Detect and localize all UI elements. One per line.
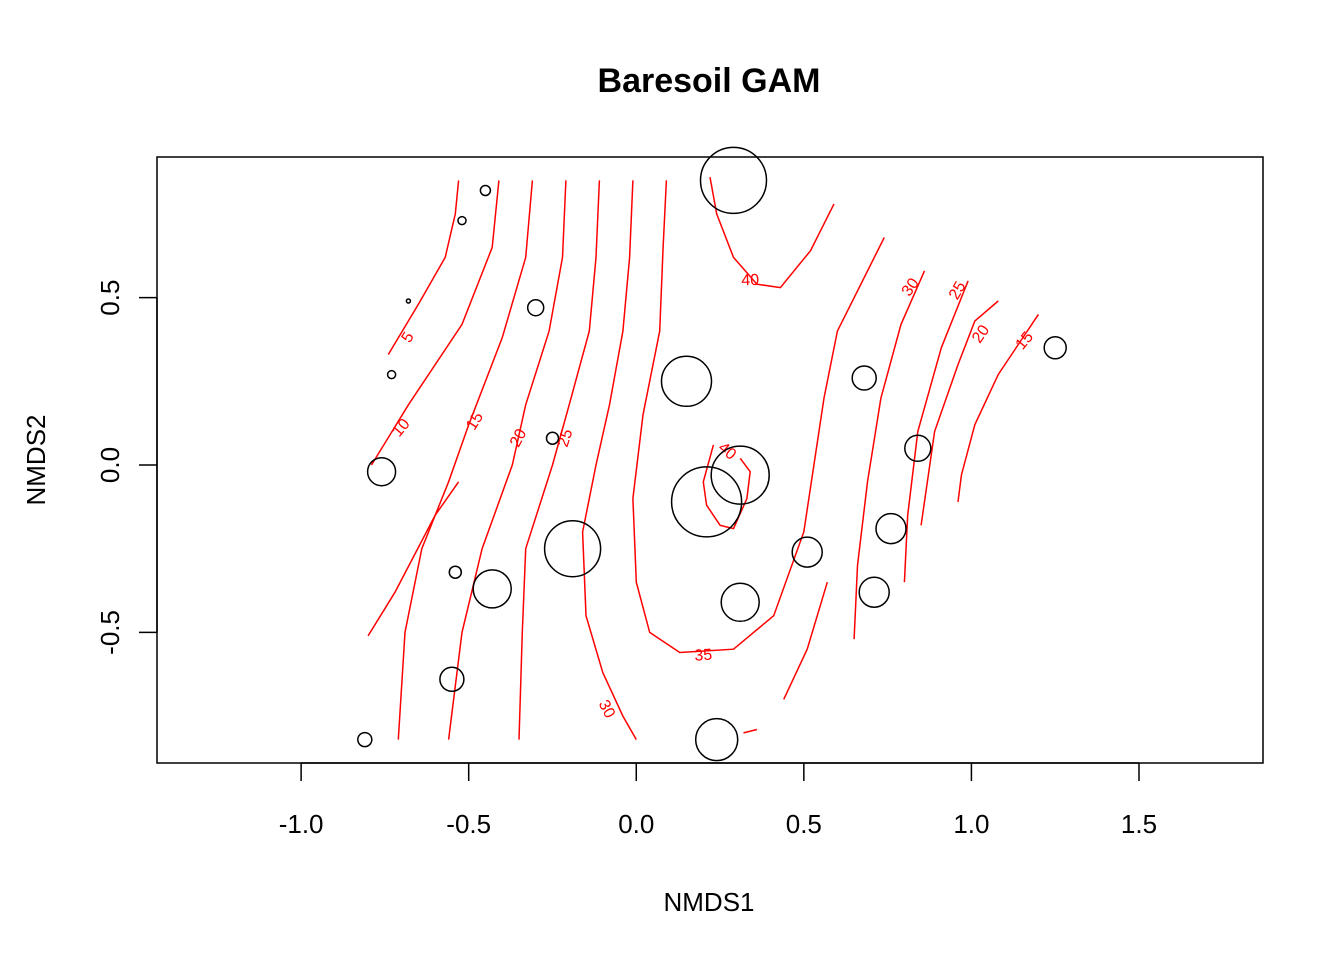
x-tick-label: 0.5	[786, 809, 822, 839]
x-axis-label: NMDS1	[663, 887, 754, 917]
contour-line-15	[957, 313, 1040, 502]
site-point	[699, 146, 768, 215]
site-point	[366, 456, 397, 487]
y-tick-label: 0.0	[95, 447, 125, 483]
contour-label-15: 15	[463, 409, 487, 433]
contour-line-35	[783, 581, 829, 700]
x-tick-label: -0.5	[446, 809, 491, 839]
contour-line-25	[903, 280, 969, 583]
contour-label-20: 20	[507, 426, 530, 450]
site-point	[472, 569, 512, 609]
chart-title: Baresoil GAM	[598, 62, 821, 100]
site-point	[526, 298, 545, 317]
site-point	[545, 431, 560, 445]
contour-lines	[367, 176, 1040, 740]
y-tick-label: -0.5	[95, 610, 125, 655]
site-point	[479, 184, 492, 197]
site-point	[904, 434, 932, 463]
site-point	[694, 717, 739, 762]
site-point	[670, 466, 743, 538]
contour-label-25: 25	[946, 279, 970, 303]
contour-line-30	[853, 270, 926, 640]
x-tick-label: 0.0	[618, 809, 654, 839]
contour-line-20	[920, 300, 999, 526]
contour-label-5: 5	[399, 329, 418, 346]
contour-label-30: 30	[595, 697, 618, 721]
contour-label-15: 15	[1013, 329, 1038, 354]
contour-label-30: 30	[899, 275, 923, 299]
contour-line-30	[581, 180, 637, 740]
contour-line-25	[518, 180, 601, 740]
site-point	[457, 215, 467, 226]
contour-label-40: 40	[741, 272, 759, 290]
contour-line-10	[370, 180, 500, 466]
site-points	[357, 146, 1067, 762]
y-axis-label: NMDS2	[21, 414, 51, 505]
contour-line-40	[709, 176, 835, 289]
y-tick-label: 0.5	[95, 280, 125, 316]
contour-line-20	[447, 180, 567, 740]
x-tick-label: 1.0	[953, 809, 989, 839]
contour-line-15	[397, 180, 534, 740]
y-axis: -0.5 0.0 0.5	[95, 280, 158, 655]
x-tick-label: 1.5	[1121, 809, 1157, 839]
site-point	[791, 536, 823, 568]
contour-line-5	[387, 180, 460, 355]
contour-line-10	[367, 481, 460, 637]
site-point	[405, 298, 412, 304]
contour-line-35	[743, 728, 758, 734]
site-point	[851, 365, 877, 391]
site-point	[357, 731, 373, 748]
site-point	[858, 576, 890, 608]
contour-label-40: 40	[715, 439, 740, 464]
site-point	[543, 519, 602, 578]
contour-label-35: 35	[694, 646, 713, 664]
x-tick-label: -1.0	[279, 809, 324, 839]
site-point	[439, 666, 465, 693]
contour-line-35	[632, 180, 885, 654]
contour-label-25: 25	[555, 427, 577, 449]
site-point	[660, 355, 713, 408]
site-point	[875, 512, 907, 545]
site-point	[448, 565, 463, 579]
site-point	[386, 369, 397, 380]
contour-line-40	[702, 444, 751, 530]
contour-label-10: 10	[389, 416, 414, 441]
site-point	[720, 582, 760, 623]
x-axis: -1.0 -0.5 0.0 0.5 1.0 1.5	[279, 762, 1157, 839]
site-point	[1043, 336, 1067, 360]
site-point	[710, 445, 770, 505]
